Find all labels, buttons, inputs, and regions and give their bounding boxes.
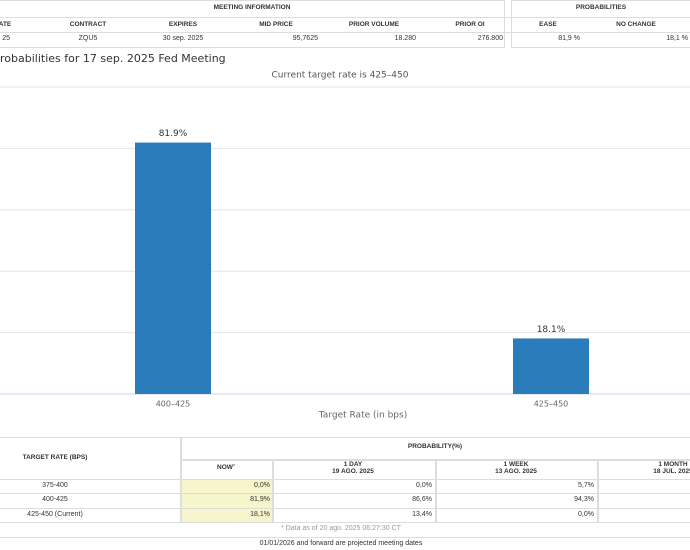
column-date: 18 JUL. 2025 [653, 468, 690, 475]
chart-subtitle: Current target rate is 425–450 [272, 71, 409, 81]
col-line [597, 459, 599, 523]
x-axis-title: Target Rate (in bps) [318, 411, 407, 421]
row-label: 425-450 (Current) [27, 511, 83, 518]
now-column-highlight [180, 479, 272, 522]
footnote-mark: * [233, 464, 235, 470]
column-header: PROBABILITY(%) [407, 443, 463, 450]
cell: 18.280 [394, 35, 416, 42]
probability-table-frame [0, 437, 690, 523]
cell: 30 sep. 2025 [162, 35, 204, 42]
cell: 0,0% [416, 482, 432, 489]
column-header: MID PRICE [259, 21, 293, 28]
cell: 95,7625 [292, 35, 318, 42]
col-line [272, 459, 274, 523]
column-header: NO CHANGE [616, 21, 656, 28]
cell: 0,0% [254, 482, 270, 489]
column-header: NOW [217, 464, 233, 471]
x-tick-label: 425–450 [534, 400, 569, 409]
meeting-table-frame [0, 0, 505, 48]
cell: 13,4% [412, 511, 432, 518]
row-line [0, 32, 690, 33]
row-line [0, 508, 690, 509]
cell: 25 [2, 35, 10, 42]
column-header: 1 MONTH [658, 461, 688, 468]
row-label: 375-400 [42, 482, 68, 489]
column-header: PRIOR OI [455, 21, 485, 28]
cell: 276.800 [477, 35, 503, 42]
column-date: 13 AGO. 2025 [495, 468, 537, 475]
footnote: * Data as of 20 ago. 2025 06:27:30 CT [281, 525, 401, 532]
bar [513, 338, 589, 394]
column-header: PRIOR VOLUME [348, 21, 400, 28]
x-tick-label: 400–425 [156, 400, 191, 409]
row-line [0, 537, 690, 538]
col-line [180, 437, 182, 523]
probabilities-table-frame [511, 0, 690, 48]
row-label: 400-425 [42, 496, 68, 503]
column-header: TARGET RATE (BPS) [22, 454, 88, 461]
col-line [435, 459, 437, 523]
column-header: EASE [539, 21, 557, 28]
cell: 18,1 % [666, 35, 688, 42]
table-title: PROBABILITIES [575, 4, 627, 11]
cell: 18,1% [250, 511, 270, 518]
column-header: 1 DAY [343, 461, 363, 468]
column-header: EXPIRES [168, 21, 198, 28]
cell: 5,7% [578, 482, 594, 489]
cell: 81,9 % [558, 35, 580, 42]
chart-title: robabilities for 17 sep. 2025 Fed Meetin… [0, 52, 226, 65]
bar [135, 142, 211, 394]
row-line [0, 17, 690, 18]
table-title: MEETING INFORMATION [213, 4, 291, 11]
row-line [0, 479, 690, 480]
cell: 81,9% [250, 496, 270, 503]
column-header: ATE [0, 21, 12, 28]
footer-note: 01/01/2026 and forward are projected mee… [259, 540, 423, 547]
cell: 86,6% [412, 496, 432, 503]
cell: 94,3% [574, 496, 594, 503]
column-header: CONTRACT [69, 21, 107, 28]
data-label: 18.1% [537, 325, 566, 335]
row-line [0, 493, 690, 494]
cell: ZQU5 [78, 35, 98, 42]
data-label: 81.9% [159, 129, 188, 139]
column-date: 19 AGO. 2025 [332, 468, 374, 475]
cell: 0,0% [578, 511, 594, 518]
column-header: 1 WEEK [503, 461, 529, 468]
